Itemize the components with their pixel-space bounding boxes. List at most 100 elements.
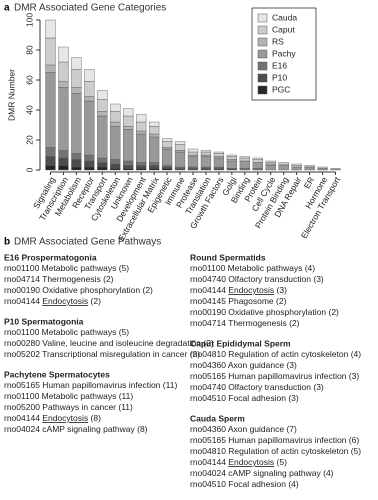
- bar-segment: [187, 151, 199, 156]
- bar-segment: [84, 166, 95, 171]
- bar-segment: [149, 121, 160, 127]
- bar-segment: [200, 151, 212, 156]
- pathway-code: rno01100: [4, 263, 40, 273]
- bar-segment: [161, 141, 173, 148]
- pathway-count: (2): [203, 338, 214, 348]
- bar-segment: [123, 108, 134, 117]
- bar-segment: [213, 151, 225, 154]
- pathway-code: rno01100: [190, 263, 226, 273]
- bar-segment: [58, 46, 69, 63]
- bar-segment: [58, 81, 69, 88]
- pathway-count: (8): [137, 424, 148, 434]
- pathway-count: (5): [351, 446, 362, 456]
- bar-segment: [252, 162, 263, 169]
- bar-segment: [278, 162, 289, 165]
- bar-segment: [58, 61, 69, 82]
- bar-segment: [58, 165, 69, 171]
- y-tick-label: 20: [24, 135, 34, 145]
- pathway-item: rno05165 Human papillomavirus infection …: [4, 380, 177, 390]
- bar-segment: [123, 126, 134, 130]
- pathway-item: rno04144 Endocytosis (3): [190, 285, 287, 295]
- legend-swatch: [257, 85, 268, 95]
- bar-segment: [110, 163, 121, 169]
- bar-segment: [226, 156, 237, 160]
- pathway-item: rno04510 Focal adhesion (4): [190, 479, 299, 489]
- bar-segment: [110, 168, 121, 171]
- bar-segment: [304, 166, 315, 171]
- group-title: Caput Epididymal Sperm: [190, 338, 291, 348]
- bar-segment: [161, 166, 173, 169]
- bar-segment: [149, 126, 160, 135]
- pathway-count: (6): [349, 435, 360, 445]
- pathway-item: rno04810 Regulation of actin cytoskeleto…: [190, 446, 361, 456]
- legend-label: RS: [272, 36, 284, 46]
- bar-segment: [304, 165, 315, 168]
- pathway-name: Axon guidance: [228, 360, 285, 370]
- pathway-name: Valine, leucine and isoleucine degradati…: [42, 338, 201, 348]
- pathway-code: rno00280: [4, 338, 40, 348]
- bar-segment: [200, 154, 212, 157]
- pathway-count: (2): [103, 274, 114, 284]
- pathway-item: rno04740 Olfactory transduction (3): [190, 382, 324, 392]
- group-title: P10 Spermatogonia: [4, 316, 84, 326]
- group-title: Pachytene Spermatocytes: [4, 369, 110, 379]
- pathway-name: cAMP signaling pathway: [42, 424, 135, 434]
- bar-segment: [213, 157, 225, 168]
- bar-segment: [97, 166, 108, 171]
- pathway-item: rno04810 Regulation of actin cytoskeleto…: [190, 349, 361, 359]
- bar-segment: [97, 115, 108, 159]
- y-tick-label: 80: [24, 45, 34, 55]
- bar-segment: [110, 159, 121, 165]
- y-tick-label: 100: [24, 13, 34, 27]
- pathway-item: rno05165 Human papillomavirus infection …: [190, 371, 359, 381]
- bar-segment: [71, 159, 82, 168]
- pathway-item: rno04714 Thermogenesis (2): [4, 274, 114, 284]
- bar-segment: [226, 159, 237, 162]
- pathway-code: rno04145: [190, 296, 226, 306]
- bar-segment: [265, 165, 276, 171]
- pathway-item: rno04510 Focal adhesion (3): [190, 393, 299, 403]
- bar-segment: [239, 160, 250, 169]
- bar-segment: [200, 168, 212, 171]
- bar-segment: [187, 148, 199, 153]
- pathway-count: (2): [328, 307, 339, 317]
- pathway-count: (3): [349, 371, 360, 381]
- bar-segment: [200, 166, 212, 169]
- pathway-count: (2): [91, 296, 102, 306]
- pathway-code: rno04714: [4, 274, 40, 284]
- pathway-count: (5): [277, 457, 288, 467]
- bar-segment: [149, 162, 160, 166]
- pathway-item: rno05165 Human papillomavirus infection …: [190, 435, 359, 445]
- pathway-count: (7): [286, 424, 297, 434]
- bar-segment: [136, 165, 147, 169]
- bar-segment: [200, 150, 212, 153]
- bar-segment: [252, 159, 263, 163]
- bar-segment: [161, 147, 173, 150]
- bar-segment: [187, 154, 199, 157]
- bar-segment: [239, 156, 250, 159]
- bar-segment: [161, 148, 173, 166]
- y-tick-label: 60: [24, 75, 34, 85]
- pathway-count: (4): [323, 468, 334, 478]
- pathway-count: (2): [190, 349, 201, 359]
- bar-segment: [213, 153, 225, 157]
- legend-label: PGC: [272, 84, 290, 94]
- y-tick-label: 0: [24, 167, 34, 172]
- bar-segment: [149, 136, 160, 163]
- pathway-name: Metabolic pathways: [42, 263, 117, 273]
- bar-segment: [84, 154, 95, 162]
- pathway-name: Oxidative phosphorylation: [228, 307, 326, 317]
- pathway-code: rno04144: [190, 285, 226, 295]
- y-tick-label: 40: [24, 105, 34, 115]
- bar-segment: [84, 81, 95, 97]
- pathway-count: (11): [163, 380, 178, 390]
- bar-segment: [110, 121, 121, 127]
- bar-segment: [136, 121, 147, 132]
- pathway-item: rno01100 Metabolic pathways (11): [4, 391, 133, 401]
- bar-segment: [97, 162, 108, 168]
- bar-segment: [45, 64, 56, 73]
- bar-segment: [161, 168, 173, 171]
- pathway-item: rno01100 Metabolic pathways (5): [4, 263, 129, 273]
- bar-segment: [123, 168, 134, 171]
- bar-segment: [291, 166, 302, 171]
